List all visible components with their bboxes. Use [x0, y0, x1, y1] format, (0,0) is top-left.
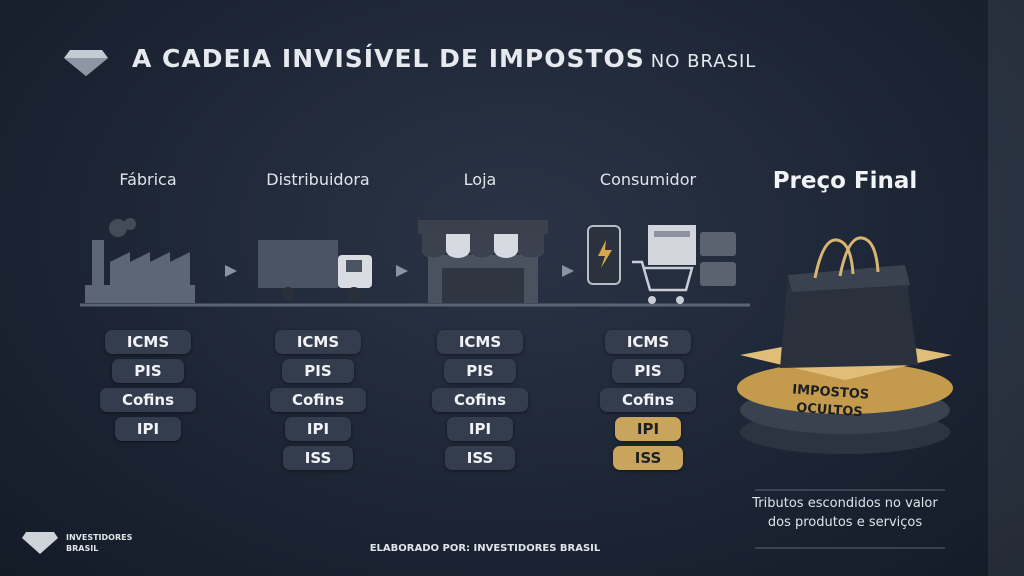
stage: Consumidor ICMS PIS Cofins IPI ISS — [563, 170, 733, 470]
stage: Fábrica ICMS PIS Cofins IPI — [63, 170, 233, 441]
tax-pill: ISS — [282, 446, 354, 470]
arrow — [225, 265, 237, 277]
caption-line: dos produtos e serviços — [767, 515, 923, 530]
logo-icon — [22, 532, 58, 554]
tax-pill: PIS — [612, 359, 684, 383]
caption-line: Tributos escondidos no valor — [752, 496, 938, 511]
tax-pill: Cofins — [599, 388, 697, 412]
consumer-icon — [587, 225, 736, 304]
tax-pill: PIS — [112, 359, 184, 383]
caption: Tributos escondidos no valor dos produto… — [735, 494, 955, 532]
tax-pill: IPI — [114, 417, 182, 441]
final-label: Preço Final — [772, 168, 918, 194]
tax-pill: ICMS — [104, 330, 192, 354]
tax-pill: ICMS — [604, 330, 692, 354]
title-suffix: NO BRASIL — [650, 51, 757, 72]
arrow — [562, 265, 574, 277]
tax-pill: ICMS — [436, 330, 524, 354]
stage-label: Consumidor — [599, 170, 697, 189]
tax-pill: ISS — [612, 446, 684, 470]
tax-pill: IPI — [446, 417, 514, 441]
tax-list: ICMS PIS Cofins IPI ISS — [233, 330, 403, 470]
logo-line: INVESTIDORES — [66, 533, 133, 542]
stage-label: Loja — [463, 170, 497, 189]
stage: Loja ICMS PIS Cofins IPI ISS — [395, 170, 565, 470]
title: A CADEIA INVISÍVEL DE IMPOSTOS NO BRASIL — [132, 44, 756, 73]
price-illustration — [737, 236, 953, 454]
tax-pill: PIS — [282, 359, 354, 383]
tax-pill: PIS — [444, 359, 516, 383]
tax-pill: IPI — [284, 417, 352, 441]
stage-label: Distribuidora — [266, 170, 370, 189]
factory-icon — [85, 218, 195, 303]
store-icon — [418, 220, 548, 303]
tax-pill: IPI — [614, 417, 682, 441]
title-main: A CADEIA INVISÍVEL DE IMPOSTOS — [132, 44, 645, 73]
arrow — [396, 265, 408, 277]
stage: Distribuidora ICMS PIS Cofins IPI ISS — [233, 170, 403, 470]
logo-text: INVESTIDORES BRASIL — [66, 532, 132, 554]
tax-list: ICMS PIS Cofins IPI ISS — [563, 330, 733, 470]
tax-pill: Cofins — [99, 388, 197, 412]
tax-pill: ISS — [444, 446, 516, 470]
tax-list: ICMS PIS Cofins IPI ISS — [395, 330, 565, 470]
tax-list: ICMS PIS Cofins IPI — [63, 330, 233, 441]
diamond-icon — [64, 50, 108, 76]
tax-pill: Cofins — [269, 388, 367, 412]
logo-line: BRASIL — [66, 544, 99, 553]
stage-label: Fábrica — [119, 170, 177, 189]
tax-pill: Cofins — [431, 388, 529, 412]
credit: ELABORADO POR: INVESTIDORES BRASIL — [369, 543, 601, 554]
tax-pill: ICMS — [274, 330, 362, 354]
truck-icon — [258, 240, 372, 301]
